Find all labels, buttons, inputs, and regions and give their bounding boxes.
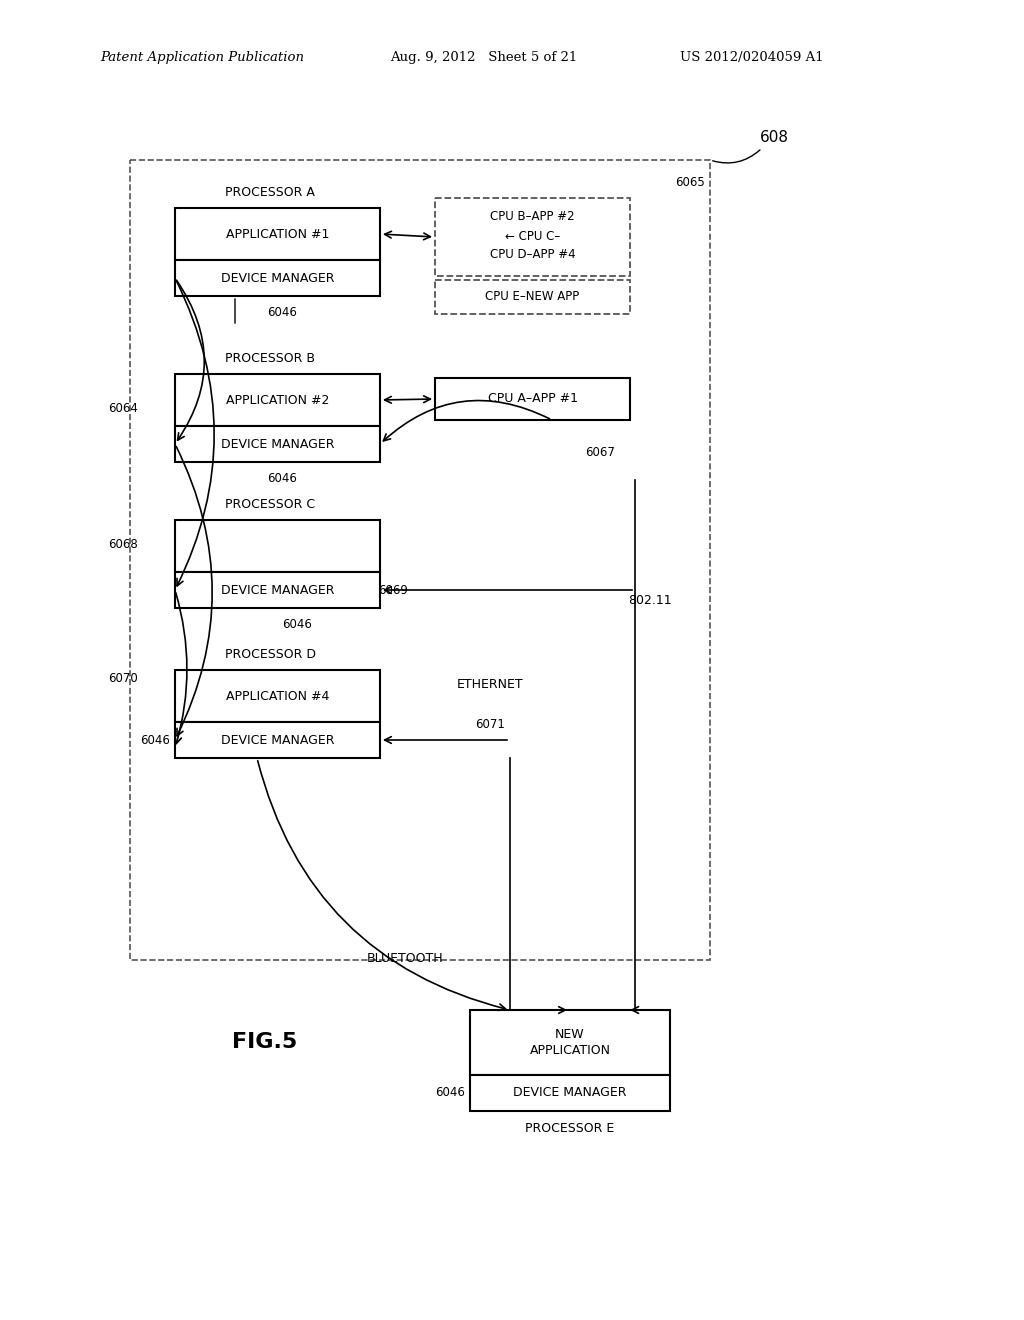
Text: 608: 608: [760, 131, 790, 145]
Text: 6071: 6071: [475, 718, 505, 730]
Text: DEVICE MANAGER: DEVICE MANAGER: [221, 437, 334, 450]
Bar: [175, 426, 380, 462]
Text: 6069: 6069: [378, 583, 408, 597]
Bar: [130, 160, 710, 960]
Text: BLUETOOTH: BLUETOOTH: [367, 952, 443, 965]
Bar: [435, 198, 630, 276]
Text: PROCESSOR E: PROCESSOR E: [525, 1122, 614, 1135]
Text: CPU B–APP #2: CPU B–APP #2: [490, 210, 574, 223]
Text: CPU A–APP #1: CPU A–APP #1: [487, 392, 578, 405]
Text: NEW
APPLICATION: NEW APPLICATION: [529, 1028, 610, 1056]
Bar: [175, 374, 380, 426]
Text: DEVICE MANAGER: DEVICE MANAGER: [221, 583, 334, 597]
Text: 802.11: 802.11: [628, 594, 672, 606]
Text: APPLICATION #2: APPLICATION #2: [226, 393, 329, 407]
Text: 6046: 6046: [267, 471, 297, 484]
Text: US 2012/0204059 A1: US 2012/0204059 A1: [680, 51, 823, 65]
Text: 6046: 6046: [140, 734, 170, 747]
Text: 6046: 6046: [267, 305, 297, 318]
Text: APPLICATION #1: APPLICATION #1: [226, 227, 329, 240]
Bar: [175, 209, 380, 260]
Text: ETHERNET: ETHERNET: [457, 678, 523, 692]
Bar: [175, 520, 380, 572]
Text: DEVICE MANAGER: DEVICE MANAGER: [221, 734, 334, 747]
Text: 6046: 6046: [435, 1086, 465, 1100]
Text: Aug. 9, 2012   Sheet 5 of 21: Aug. 9, 2012 Sheet 5 of 21: [390, 51, 578, 65]
Text: 6067: 6067: [585, 446, 614, 458]
Text: DEVICE MANAGER: DEVICE MANAGER: [513, 1086, 627, 1100]
Text: 6068: 6068: [109, 539, 138, 552]
Text: Patent Application Publication: Patent Application Publication: [100, 51, 304, 65]
Bar: [175, 722, 380, 758]
Bar: [435, 378, 630, 420]
Text: APPLICATION #4: APPLICATION #4: [226, 689, 329, 702]
Bar: [470, 1010, 670, 1074]
Bar: [435, 280, 630, 314]
Text: CPU D–APP #4: CPU D–APP #4: [489, 248, 575, 261]
Bar: [175, 671, 380, 722]
Text: ← CPU C–: ← CPU C–: [505, 230, 560, 243]
Text: 6046: 6046: [283, 618, 312, 631]
Text: PROCESSOR B: PROCESSOR B: [225, 351, 315, 364]
Text: 6070: 6070: [109, 672, 138, 685]
Bar: [175, 572, 380, 609]
Text: CPU E–NEW APP: CPU E–NEW APP: [485, 290, 580, 304]
Text: PROCESSOR C: PROCESSOR C: [225, 499, 315, 511]
Text: PROCESSOR A: PROCESSOR A: [225, 186, 314, 198]
Text: 6065: 6065: [675, 176, 705, 189]
Text: 6064: 6064: [109, 401, 138, 414]
Bar: [470, 1074, 670, 1111]
Text: FIG.5: FIG.5: [232, 1032, 298, 1052]
Text: PROCESSOR D: PROCESSOR D: [225, 648, 316, 661]
Bar: [175, 260, 380, 296]
Text: DEVICE MANAGER: DEVICE MANAGER: [221, 272, 334, 285]
